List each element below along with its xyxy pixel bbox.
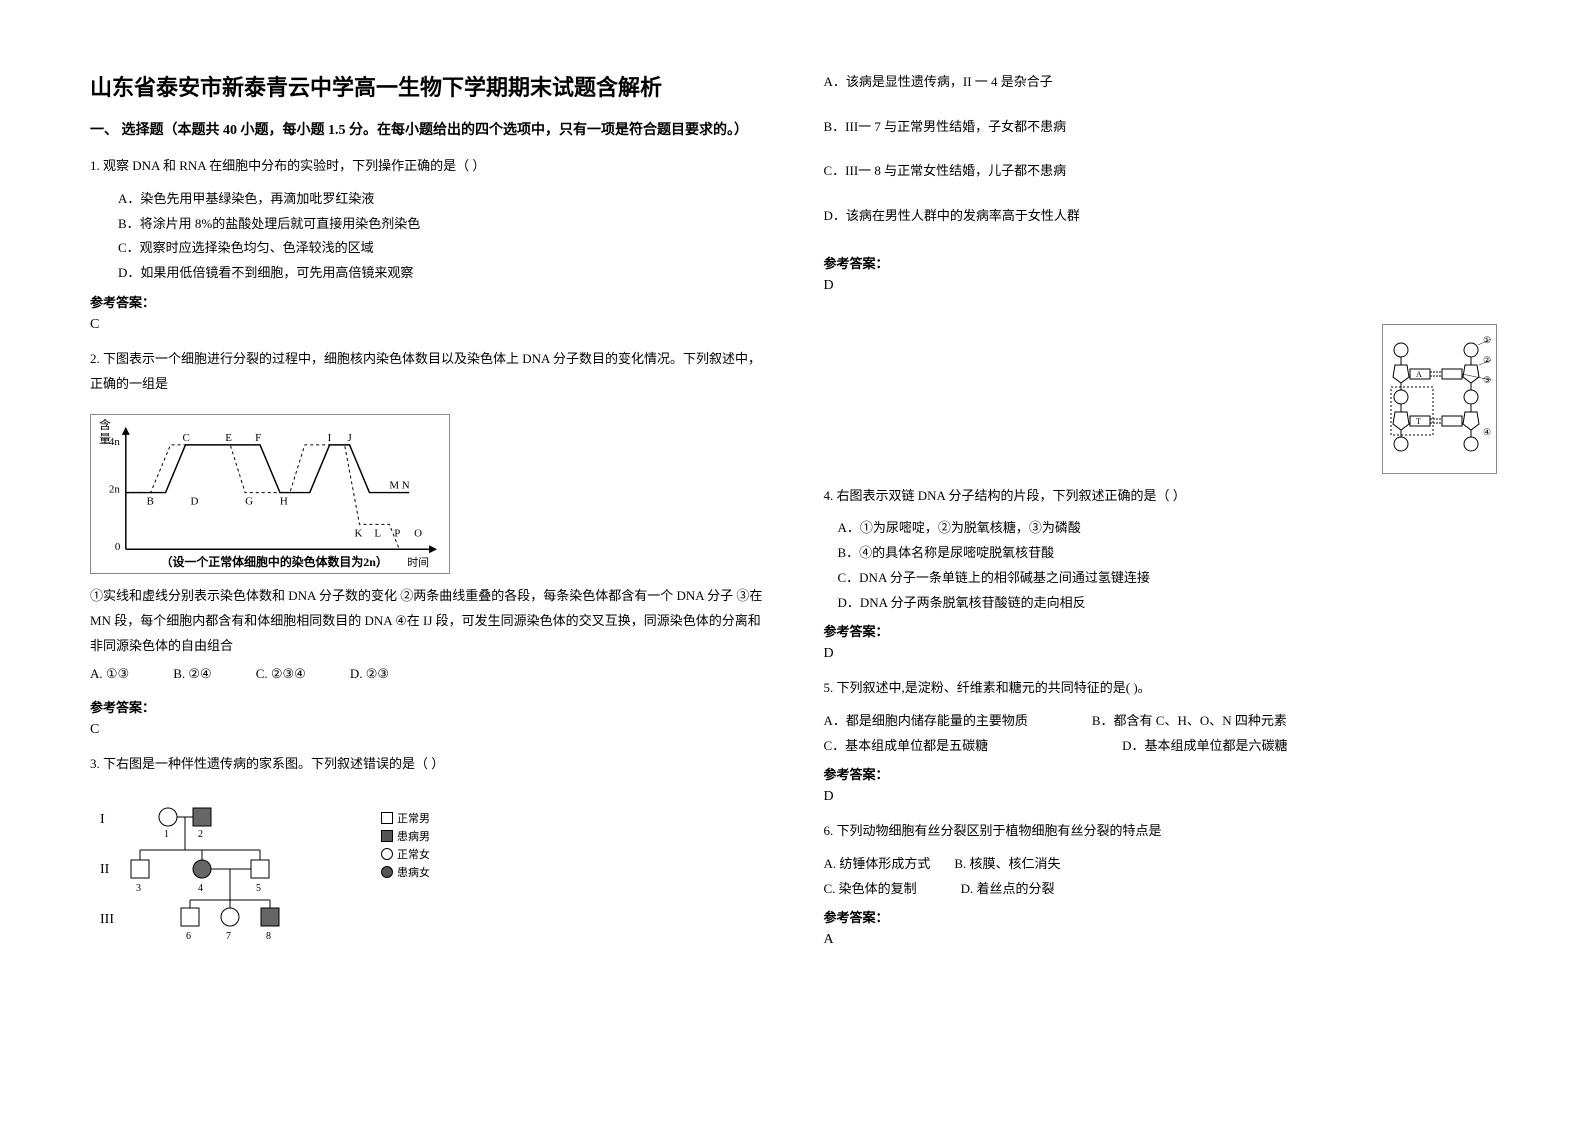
question-4-text: 4. 右图表示双链 DNA 分子结构的片段，下列叙述正确的是（ ）	[824, 484, 1498, 509]
right-column: A．该病是显性遗传病，II 一 4 是杂合子 B．III一 7 与正常男性结婚，…	[824, 70, 1498, 1052]
q1-answer-label: 参考答案：	[90, 292, 764, 311]
chart-svg: 含 量 4n 2n 0 C E F I J B D G H M N	[91, 415, 449, 574]
svg-text:P: P	[394, 528, 400, 540]
q3-option-b: B．III一 7 与正常男性结婚，子女都不患病	[824, 115, 1498, 140]
q6-answer-label: 参考答案：	[824, 907, 1498, 926]
pedigree-legend: 正常男 患病男 正常女 患病女	[381, 810, 430, 882]
q2-chart: 含 量 4n 2n 0 C E F I J B D G H M N	[90, 414, 450, 574]
q6-option-b: B. 核膜、核仁消失	[954, 852, 1060, 877]
svg-text:0: 0	[115, 541, 121, 553]
page-title: 山东省泰安市新泰青云中学高一生物下学期期末试题含解析	[90, 70, 764, 102]
svg-text:4n: 4n	[109, 436, 120, 448]
q3-option-c: C．III一 8 与正常女性结婚，儿子都不患病	[824, 159, 1498, 184]
q4-block: A T ① ② ③ ④	[824, 324, 1498, 484]
svg-text:5: 5	[256, 883, 261, 894]
q3-option-a: A．该病是显性遗传病，II 一 4 是杂合子	[824, 70, 1498, 95]
svg-text:8: 8	[266, 931, 271, 942]
question-1-text: 1. 观察 DNA 和 RNA 在细胞中分布的实验时，下列操作正确的是（ ）	[90, 154, 764, 179]
svg-text:E: E	[225, 432, 232, 444]
svg-text:L: L	[374, 528, 381, 540]
q1-option-b: B．将涂片用 8%的盐酸处理后就可直接用染色剂染色	[90, 212, 764, 237]
q1-option-c: C．观察时应选择染色均匀、色泽较浅的区域	[90, 236, 764, 261]
q4-answer: D	[824, 646, 1498, 662]
q4-answer-label: 参考答案：	[824, 621, 1498, 640]
svg-text:I: I	[328, 432, 332, 444]
q1-option-a: A．染色先用甲基绿染色，再滴加吡罗红染液	[90, 187, 764, 212]
question-5-text: 5. 下列叙述中,是淀粉、纤维素和糖元的共同特征的是( )。	[824, 676, 1498, 701]
section-header: 一、 选择题（本题共 40 小题，每小题 1.5 分。在每小题给出的四个选项中，…	[90, 120, 764, 142]
q5-option-a: A．都是细胞内储存能量的主要物质	[824, 709, 1028, 734]
svg-text:6: 6	[186, 931, 191, 942]
svg-text:K: K	[355, 528, 363, 540]
q4-option-a: A．①为尿嘧啶，②为脱氧核糖，③为磷酸	[824, 516, 1498, 541]
legend-normal-male: 正常男	[381, 810, 430, 826]
question-6-text: 6. 下列动物细胞有丝分裂区别于植物细胞有丝分裂的特点是	[824, 819, 1498, 844]
svg-text:II: II	[100, 862, 110, 877]
q6-options-row1: A. 纺锤体形成方式 B. 核膜、核仁消失	[824, 852, 1498, 877]
q6-option-c: C. 染色体的复制	[824, 877, 917, 902]
q5-options-row1: A．都是细胞内储存能量的主要物质 B．都含有 C、H、O、N 四种元素	[824, 709, 1498, 734]
question-2-text: 2. 下图表示一个细胞进行分裂的过程中，细胞核内染色体数目以及染色体上 DNA …	[90, 347, 764, 396]
q2-option-d: D. ②③	[350, 662, 389, 687]
q5-options-row2: C．基本组成单位都是五碳糖 D．基本组成单位都是六碳糖	[824, 734, 1498, 759]
q6-answer: A	[824, 932, 1498, 948]
q6-option-a: A. 纺锤体形成方式	[824, 852, 931, 877]
svg-text:O: O	[414, 528, 422, 540]
q2-option-a: A. ①③	[90, 662, 129, 687]
q1-answer: C	[90, 317, 764, 333]
svg-text:F: F	[255, 432, 261, 444]
svg-text:②: ②	[1483, 355, 1491, 365]
q6-options-row2: C. 染色体的复制 D. 着丝点的分裂	[824, 877, 1498, 902]
svg-text:2: 2	[198, 829, 203, 840]
question-3-text: 3. 下右图是一种伴性遗传病的家系图。下列叙述错误的是（ ）	[90, 752, 764, 777]
svg-text:①: ①	[1483, 335, 1491, 345]
q3-answer-label: 参考答案：	[824, 253, 1498, 272]
svg-text:J: J	[348, 432, 353, 444]
svg-text:G: G	[245, 496, 253, 508]
q5-answer: D	[824, 789, 1498, 805]
svg-text:4: 4	[198, 883, 203, 894]
q1-option-d: D．如果用低倍镜看不到细胞，可先用高倍镜来观察	[90, 261, 764, 286]
q3-answer: D	[824, 278, 1498, 294]
left-column: 山东省泰安市新泰青云中学高一生物下学期期末试题含解析 一、 选择题（本题共 40…	[90, 70, 764, 1052]
svg-text:1: 1	[164, 829, 169, 840]
svg-text:含: 含	[99, 418, 111, 432]
q4-option-b: B．④的具体名称是尿嘧啶脱氧核苷酸	[824, 541, 1498, 566]
svg-text:B: B	[147, 496, 154, 508]
q5-option-d: D．基本组成单位都是六碳糖	[1122, 734, 1287, 759]
svg-text:H: H	[280, 496, 288, 508]
legend-affected-female: 患病女	[381, 864, 430, 880]
q3-pedigree: I II III 1 2 3 4 5	[90, 795, 440, 945]
legend-normal-female: 正常女	[381, 846, 430, 862]
q4-option-c: C．DNA 分子一条单链上的相邻碱基之间通过氢键连接	[824, 566, 1498, 591]
q4-option-d: D．DNA 分子两条脱氧核苷酸链的走向相反	[824, 591, 1498, 616]
dna-svg: A T ① ② ③ ④	[1383, 325, 1498, 475]
svg-text:D: D	[190, 496, 198, 508]
q3-option-d: D．该病在男性人群中的发病率高于女性人群	[824, 204, 1498, 229]
svg-text:时间: 时间	[407, 556, 429, 569]
q2-option-c: C. ②③④	[256, 662, 306, 687]
q5-answer-label: 参考答案：	[824, 764, 1498, 783]
svg-text:M N: M N	[389, 480, 409, 492]
dna-diagram: A T ① ② ③ ④	[1382, 324, 1497, 474]
svg-text:（设一个正常体细胞中的染色体数目为2n）: （设一个正常体细胞中的染色体数目为2n）	[161, 555, 388, 569]
legend-affected-male: 患病男	[381, 828, 430, 844]
q5-option-b: B．都含有 C、H、O、N 四种元素	[1092, 709, 1287, 734]
q2-option-b: B. ②④	[173, 662, 211, 687]
q2-options-row: A. ①③ B. ②④ C. ②③④ D. ②③	[90, 662, 764, 687]
svg-text:I: I	[100, 812, 105, 827]
svg-text:A: A	[1416, 370, 1422, 379]
svg-text:III: III	[100, 912, 114, 927]
svg-text:④: ④	[1483, 427, 1491, 437]
q2-answer-label: 参考答案：	[90, 697, 764, 716]
q5-option-c: C．基本组成单位都是五碳糖	[824, 734, 989, 759]
svg-text:3: 3	[136, 883, 141, 894]
svg-text:T: T	[1416, 417, 1421, 426]
svg-text:C: C	[182, 432, 189, 444]
q2-answer: C	[90, 722, 764, 738]
svg-text:7: 7	[226, 931, 231, 942]
q6-option-d: D. 着丝点的分裂	[961, 877, 1055, 902]
svg-text:2n: 2n	[109, 484, 120, 496]
q2-statements: ①实线和虚线分别表示染色体数和 DNA 分子数的变化 ②两条曲线重叠的各段，每条…	[90, 584, 764, 658]
